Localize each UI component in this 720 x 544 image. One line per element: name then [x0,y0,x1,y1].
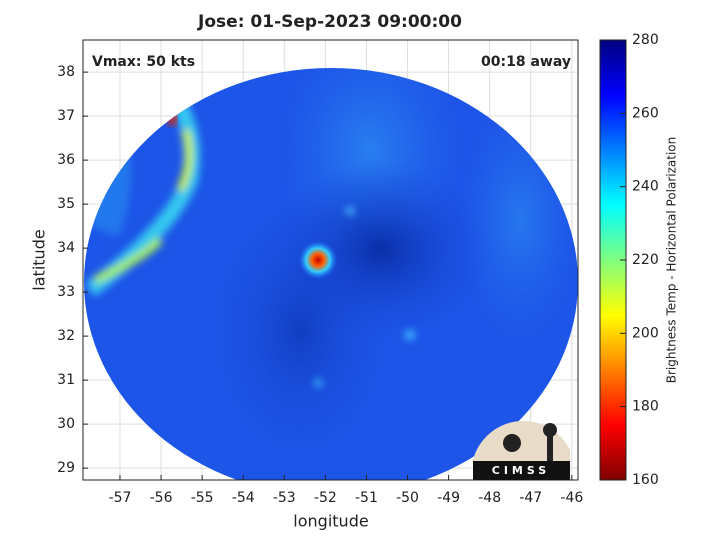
y-tick-label: 29 [57,460,75,476]
colorbar-tick-label: 240 [632,179,659,195]
chart-title: Jose: 01-Sep-2023 09:00:00 [197,12,462,32]
colorbar-tick-label: 180 [632,399,659,415]
y-axis-label: latitude [30,229,49,290]
colorbar-tick-label: 200 [632,325,659,341]
colorbar-tick-label: 280 [632,32,659,48]
annotation: 00:18 away [481,54,571,70]
x-tick-label: -48 [478,490,501,506]
x-tick-label: -51 [355,490,378,506]
y-tick-label: 33 [57,284,75,300]
y-tick-label: 34 [57,240,75,256]
y-tick-label: 31 [57,372,75,388]
y-tick-label: 36 [57,152,75,168]
plot-frame [82,39,579,481]
annotation: Vmax: 50 kts [92,54,195,70]
colorbar-label: Brightness Temp - Horizontal Polarizatio… [665,137,679,384]
x-tick-label: -56 [150,490,173,506]
x-tick-label: -54 [232,490,255,506]
x-tick-label: -47 [519,490,542,506]
y-tick-label: 30 [57,416,75,432]
logo-text: CIMSS [492,464,550,477]
colorbar-tick-label: 260 [632,105,659,121]
colorbar-tick-label: 160 [632,472,659,488]
x-tick-label: -57 [109,490,132,506]
y-tick-label: 32 [57,328,75,344]
y-tick-label: 35 [57,196,75,212]
satellite-image [84,68,578,480]
x-tick-label: -55 [191,490,214,506]
x-tick-label: -50 [396,490,419,506]
x-tick-label: -49 [437,490,460,506]
logo: CIMSS [473,420,570,480]
x-tick-label: -46 [560,490,583,506]
colorbar-tick-label: 220 [632,252,659,268]
y-tick-label: 38 [57,64,75,80]
x-axis-label: longitude [293,512,368,531]
x-tick-label: -52 [314,490,337,506]
y-tick-label: 37 [57,108,75,124]
x-tick-label: -53 [273,490,296,506]
